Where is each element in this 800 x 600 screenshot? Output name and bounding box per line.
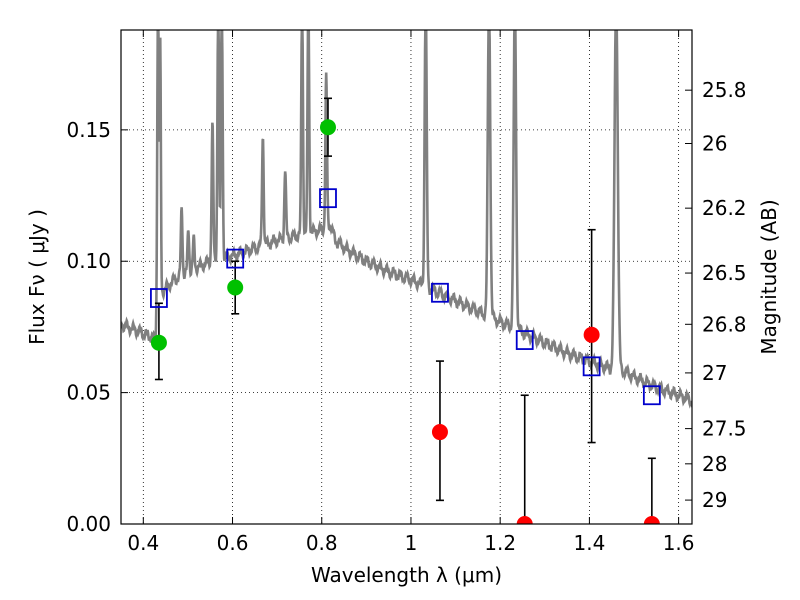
x-axis-label: Wavelength λ (μm) <box>311 563 502 587</box>
x-tick-label: 1.6 <box>663 531 695 555</box>
model-photometry-square <box>150 288 168 308</box>
model-photometry-square <box>582 356 601 377</box>
error-bars <box>154 97 656 524</box>
y-tick-label: 0.10 <box>66 249 111 273</box>
y2-tick-label: 26 <box>702 132 727 156</box>
y-axis-label: Flux Fν ( μJy ) <box>25 209 49 345</box>
y2-axis-label: Magnitude (AB) <box>757 199 781 354</box>
model-photometry-square <box>642 385 661 406</box>
y2-tick-label: 27.5 <box>702 417 747 441</box>
model-photometry-square <box>226 248 245 269</box>
spectrum-line <box>121 30 692 409</box>
y-tick-label: 0.15 <box>66 118 111 142</box>
model-photometry-squares <box>150 188 661 406</box>
nondetection-point <box>643 516 660 524</box>
nondetection-point <box>516 516 533 524</box>
detection-point <box>150 334 167 351</box>
y-axis-ticks: 0.00 0.05 0.10 0.15 <box>66 118 128 536</box>
y2-tick-label: 25.8 <box>702 78 747 102</box>
x-tick-label: 0.8 <box>306 531 338 555</box>
x-tick-label: 1 <box>405 531 418 555</box>
y2-axis-ticks: 25.8 26 26.2 26.5 26.8 27 27.5 28 29 <box>685 78 747 512</box>
data-points <box>150 119 660 524</box>
y2-tick-label: 26.5 <box>702 261 747 285</box>
detection-point <box>227 279 244 296</box>
model-spectrum <box>121 30 692 409</box>
plot-frame <box>120 29 693 525</box>
model-photometry-square <box>319 188 337 209</box>
detection-point <box>319 119 336 136</box>
y2-tick-label: 26.2 <box>702 196 747 220</box>
y2-tick-label: 26.8 <box>702 312 747 336</box>
nondetection-point <box>431 424 448 441</box>
y2-tick-label: 28 <box>702 452 727 476</box>
x-tick-label: 0.6 <box>217 531 249 555</box>
x-tick-label: 1.4 <box>573 531 605 555</box>
x-tick-label: 1.2 <box>484 531 516 555</box>
y-tick-label: 0.05 <box>66 381 111 405</box>
y2-tick-label: 27 <box>702 361 727 385</box>
x-axis-ticks: 0.4 0.6 0.8 1 1.2 1.4 1.6 <box>127 30 695 555</box>
y2-tick-label: 29 <box>702 488 727 512</box>
y-tick-label: 0.00 <box>66 512 111 536</box>
nondetection-point <box>583 326 600 343</box>
model-photometry-square <box>515 330 534 350</box>
model-photometry-square <box>431 282 449 303</box>
x-tick-label: 0.4 <box>127 531 159 555</box>
